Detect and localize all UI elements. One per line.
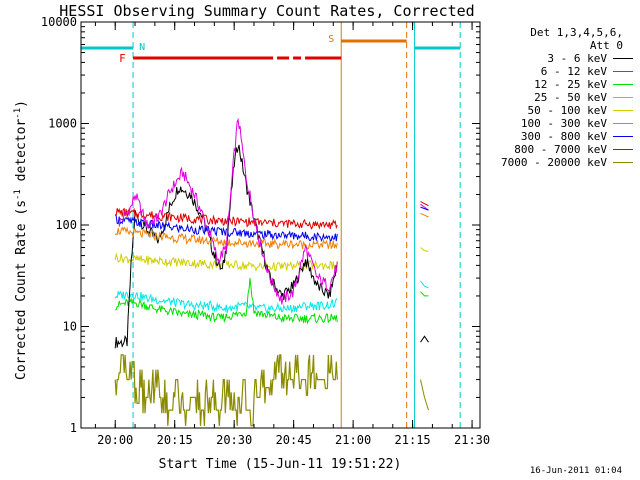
series-line-2 bbox=[114, 277, 338, 325]
second-interval-line-0 bbox=[420, 335, 429, 343]
saa-label: S bbox=[328, 34, 334, 45]
legend-label: 800 - 7000 keV bbox=[514, 143, 607, 156]
legend-item-7: 800 - 7000 keV bbox=[470, 143, 635, 156]
second-interval-line-7 bbox=[420, 201, 429, 207]
legend-label: 50 - 100 keV bbox=[527, 104, 607, 117]
legend-swatch bbox=[613, 84, 633, 85]
legend-item-4: 50 - 100 keV bbox=[470, 104, 635, 117]
legend-label: 7000 - 20000 keV bbox=[501, 156, 607, 169]
legend-swatch bbox=[613, 149, 633, 150]
x-axis-label: Start Time (15-Jun-11 19:51:22) bbox=[159, 457, 402, 472]
y-tick-label-1: 10 bbox=[63, 320, 77, 334]
night-label: N bbox=[139, 42, 145, 53]
legend-item-3: 25 - 50 keV bbox=[470, 91, 635, 104]
series-line-8 bbox=[114, 354, 338, 427]
plot-area bbox=[81, 22, 480, 428]
legend-item-5: 100 - 300 keV bbox=[470, 117, 635, 130]
series-line-7 bbox=[115, 207, 338, 230]
chart-title: HESSI Observing Summary Count Rates, Cor… bbox=[59, 2, 474, 20]
series-line-1 bbox=[118, 117, 338, 305]
x-tick-label-1: 20:15 bbox=[157, 433, 193, 447]
legend-item-0: 3 - 6 keV bbox=[470, 52, 635, 65]
second-interval-line-8 bbox=[420, 379, 429, 411]
legend-item-1: 6 - 12 keV bbox=[470, 65, 635, 78]
legend-label: 12 - 25 keV bbox=[534, 78, 607, 91]
legend-header-line-1: Det 1,3,4,5,6, bbox=[530, 26, 623, 39]
legend-label: 3 - 6 keV bbox=[547, 52, 607, 65]
legend-swatch bbox=[613, 162, 633, 163]
x-tick-label-0: 20:00 bbox=[97, 433, 133, 447]
legend-label: 25 - 50 keV bbox=[534, 91, 607, 104]
flare-label: F bbox=[119, 52, 126, 65]
x-tick-label-5: 21:15 bbox=[395, 433, 431, 447]
legend: Det 1,3,4,5,6, Att 0 3 - 6 keV 6 - 12 keV… bbox=[470, 26, 635, 169]
legend-swatch bbox=[613, 58, 633, 59]
legend-header-line-2: Att 0 bbox=[589, 39, 623, 52]
y-axis-label-sup1: -1 bbox=[13, 189, 23, 200]
series-line-3 bbox=[114, 290, 338, 315]
plot-background bbox=[81, 22, 480, 428]
second-interval-line-2 bbox=[420, 291, 429, 297]
axes-layer: 1 10 100 1000 10000 20:00 20:15 20:30 20:45 21:00… bbox=[41, 15, 490, 447]
y-axis-label-main: Corrected Count Rate (s bbox=[14, 200, 29, 380]
series-layer bbox=[114, 117, 429, 427]
y-axis-label-end: ) bbox=[14, 100, 29, 108]
second-interval-line-4 bbox=[420, 247, 429, 252]
y-axis-label-mid: detector bbox=[14, 119, 29, 190]
legend-swatch bbox=[613, 123, 633, 124]
legend-label: 300 - 800 keV bbox=[520, 130, 607, 143]
y-axis-label-sup2: -1 bbox=[13, 108, 23, 119]
annotation-layer: N F S bbox=[81, 22, 461, 428]
legend-swatch bbox=[613, 110, 633, 111]
series-line-5 bbox=[114, 226, 338, 251]
legend-item-8: 7000 - 20000 keV bbox=[470, 156, 635, 169]
legend-item-6: 300 - 800 keV bbox=[470, 130, 635, 143]
legend-label: 100 - 300 keV bbox=[520, 117, 607, 130]
x-tick-label-6: 21:30 bbox=[454, 433, 490, 447]
y-tick-label-4: 10000 bbox=[41, 15, 77, 29]
footer-timestamp: 16-Jun-2011 01:04 bbox=[530, 466, 622, 476]
legend-item-2: 12 - 25 keV bbox=[470, 78, 635, 91]
legend-label: 6 - 12 keV bbox=[540, 65, 607, 78]
legend-swatch bbox=[613, 71, 633, 72]
x-tick-label-4: 21:00 bbox=[335, 433, 371, 447]
y-axis-label: Corrected Count Rate (s-1 detector-1) bbox=[13, 100, 29, 380]
second-interval-line-5 bbox=[420, 212, 429, 218]
y-tick-label-0: 1 bbox=[70, 421, 77, 435]
second-interval-line-3 bbox=[420, 280, 429, 289]
x-tick-label-3: 20:45 bbox=[276, 433, 312, 447]
second-interval-line-6 bbox=[420, 206, 429, 211]
legend-items: 3 - 6 keV 6 - 12 keV 12 - 25 keV 25 - 50 ke… bbox=[470, 52, 635, 169]
y-tick-label-2: 100 bbox=[55, 218, 77, 232]
legend-swatch bbox=[613, 136, 633, 137]
y-tick-label-3: 1000 bbox=[48, 117, 77, 131]
legend-swatch bbox=[613, 97, 633, 98]
x-tick-label-2: 20:30 bbox=[216, 433, 252, 447]
